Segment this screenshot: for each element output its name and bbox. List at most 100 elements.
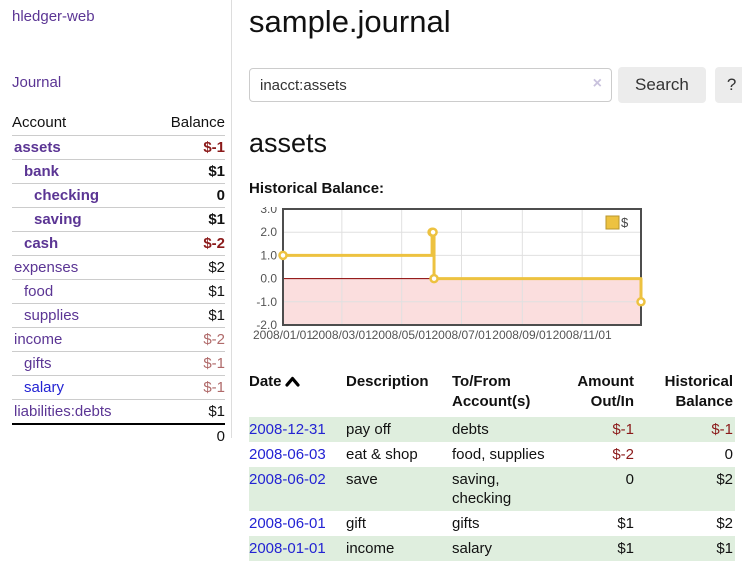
account-link[interactable]: checking [34,187,100,204]
transaction-balance: $-1 [711,421,733,438]
account-link[interactable]: cash [24,235,59,252]
transaction-row: 2008-06-02 save saving, checking 0 $2 [249,467,735,511]
transaction-date-link[interactable]: 2008-06-03 [249,446,326,463]
accounts-header-row: Account Balance [12,111,225,136]
transaction-date-link[interactable]: 2008-12-31 [249,421,326,438]
chart-label: Historical Balance: [249,180,385,197]
column-header-balance: Historical Balance [664,373,733,410]
account-link[interactable]: expenses [14,259,79,276]
transaction-description: gift [346,515,367,532]
transaction-balance: $1 [716,540,733,557]
svg-text:2.0: 2.0 [260,225,277,239]
account-row: gifts $-1 [12,351,225,376]
column-header-accounts: To/From Account(s) [452,373,531,410]
account-balance: $-1 [149,375,225,400]
transaction-description: pay off [346,421,391,438]
account-link[interactable]: bank [24,163,60,180]
sidebar: hledger-web Journal Account Balance asse… [0,0,232,448]
search-input[interactable] [249,68,612,102]
account-row: liabilities:debts $1 [12,399,225,424]
column-header-amount: Amount Out/In [577,373,634,410]
svg-text:2008/07/01: 2008/07/01 [431,328,491,342]
column-header-description: Description [346,373,429,390]
search-box: × [249,68,612,102]
accounts-table: Account Balance assets $-1 bank $1 check… [12,111,225,448]
transaction-row: 2008-06-01 gift gifts $1 $2 [249,511,735,536]
svg-text:2008/03/01: 2008/03/01 [312,328,372,342]
account-link[interactable]: liabilities:debts [14,403,112,420]
account-row: salary $-1 [12,375,225,400]
transaction-accounts: salary [452,540,493,557]
column-header-date[interactable]: Date [249,369,346,417]
transaction-description: save [346,471,378,488]
account-balance: $-1 [149,135,225,160]
account-row: expenses $2 [12,255,225,280]
transaction-balance: $2 [716,515,733,532]
transactions-table: Date Description To/From Account(s) Amou… [249,369,735,561]
transaction-accounts: food, supplies [452,446,545,463]
account-balance: $2 [149,255,225,280]
svg-text:2008/09/01: 2008/09/01 [492,328,552,342]
account-link[interactable]: food [24,283,54,300]
account-heading: assets [249,128,328,158]
account-row: bank $1 [12,159,225,184]
account-row: supplies $1 [12,303,225,328]
help-button[interactable]: ? [714,67,742,103]
chart-canvas: $3.0 2.0 1.0 0.0 -1.0 -2.02008/01/012008/03/0… [253,202,646,342]
transaction-accounts: saving, checking [452,471,512,507]
account-balance: $1 [149,159,225,184]
sidebar-item-journal[interactable]: Journal [12,74,62,91]
account-link[interactable]: assets [14,139,61,156]
svg-text:2008/11/01: 2008/11/01 [553,328,612,342]
transaction-date-link[interactable]: 2008-01-01 [249,540,326,557]
account-row: assets $-1 [12,135,225,160]
account-link[interactable]: supplies [24,307,80,324]
account-balance: $1 [149,399,225,424]
svg-text:1.0: 1.0 [260,248,277,262]
historical-balance-chart: $3.0 2.0 1.0 0.0 -1.0 -2.0 2008/01/01 2008/03/0… [249,202,742,348]
account-row: income $-2 [12,327,225,352]
accounts-total-balance: 0 [149,423,225,448]
transaction-amount: $1 [617,515,634,532]
svg-text:2008/05/01: 2008/05/01 [372,328,432,342]
sort-ascending-icon [284,373,300,393]
account-link[interactable]: salary [24,379,65,396]
svg-text:0.0: 0.0 [260,272,277,286]
svg-text:-2.0: -2.0 [256,318,277,332]
account-link[interactable]: gifts [24,355,52,372]
account-balance: $1 [149,207,225,232]
accounts-column-header: Account [12,114,67,131]
app-title-link[interactable]: hledger-web [12,8,95,25]
balance-column-header: Balance [170,114,225,131]
account-row: saving $1 [12,207,225,232]
search-button[interactable]: Search [618,67,706,103]
account-link[interactable]: saving [34,211,82,228]
account-balance: $1 [149,279,225,304]
transaction-date-link[interactable]: 2008-06-02 [249,471,326,488]
transaction-date-link[interactable]: 2008-06-01 [249,515,326,532]
transaction-row: 2008-06-03 eat & shop food, supplies $-2… [249,442,735,467]
account-balance: 0 [149,183,225,208]
transaction-row: 2008-12-31 pay off debts $-1 $-1 [249,417,735,442]
transaction-amount: $-2 [612,446,634,463]
transaction-amount: 0 [625,471,634,488]
clear-search-icon[interactable]: × [592,75,602,92]
svg-text:$: $ [621,215,629,230]
account-row: food $1 [12,279,225,304]
account-row: checking 0 [12,183,225,208]
account-row: cash $-2 [12,231,225,256]
search-form: × Search ? [249,67,742,103]
transaction-accounts: gifts [452,515,480,532]
accounts-total-row: 0 [12,423,225,448]
transaction-row: 2008-01-01 income salary $1 $1 [249,536,735,561]
account-balance: $-1 [149,351,225,376]
account-balance: $1 [149,303,225,328]
transactions-header-row: Date Description To/From Account(s) Amou… [249,369,735,417]
transaction-amount: $1 [617,540,634,557]
transaction-description: income [346,540,395,557]
transaction-amount: $-1 [612,421,634,438]
account-link[interactable]: income [14,331,63,348]
transaction-balance: $2 [716,471,733,488]
transaction-accounts: debts [452,421,489,438]
page-title: sample.journal [249,4,451,39]
